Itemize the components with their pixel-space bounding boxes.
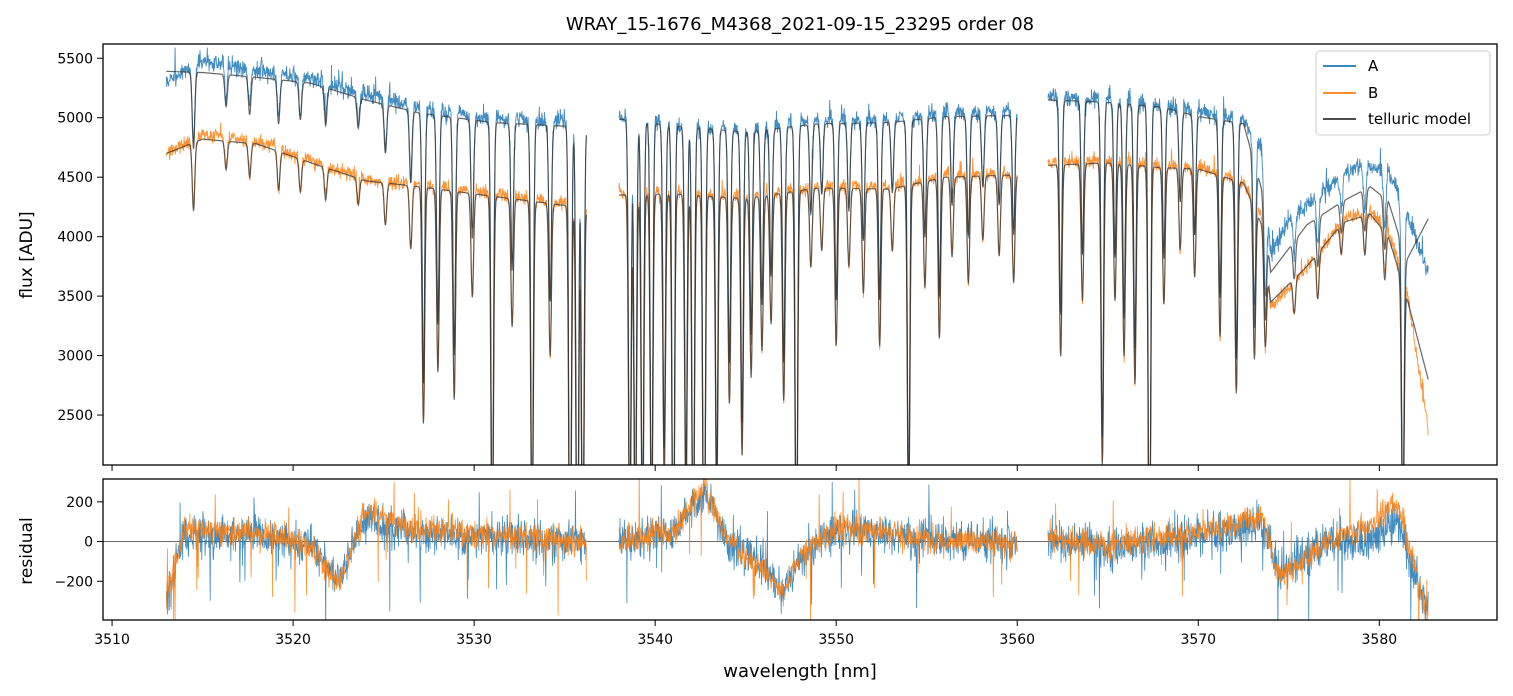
telluric-model-b-line (166, 138, 1429, 465)
flux-x-axis (111, 465, 1380, 471)
legend-label-a: A (1368, 57, 1379, 75)
legend-label-b: B (1368, 84, 1378, 102)
flux-y-tick-label: 3000 (57, 349, 93, 365)
legend-label-telluric-model: telluric model (1368, 110, 1471, 128)
flux-plot-frame (102, 43, 1498, 466)
x-axis-label: wavelength [nm] (723, 661, 877, 682)
residual-b-line (166, 479, 1429, 620)
residual-y-axis-label: residual (17, 517, 37, 584)
residual-x-axis: 3510 3520 3530 3540 3550 3560 3570 3580 (94, 620, 1397, 648)
flux-y-tick-label: 4000 (57, 230, 93, 246)
chart-title: WRAY_15-1676_M4368_2021-09-15_23295 orde… (566, 14, 1034, 35)
legend: A B telluric model (1315, 50, 1491, 136)
residual-y-axis: −200 0 200 (55, 495, 103, 590)
x-tick-label: 3570 (1180, 632, 1216, 648)
flux-series-group (165, 47, 1429, 465)
x-tick-label: 3510 (94, 632, 130, 648)
x-tick-label: 3560 (999, 632, 1035, 648)
flux-y-tick-label: 5000 (57, 111, 93, 127)
flux-y-tick-label: 2500 (57, 408, 93, 424)
x-tick-label: 3580 (1362, 632, 1398, 648)
flux-y-tick-label: 4500 (57, 170, 93, 186)
residual-y-tick-label: −200 (55, 574, 93, 590)
flux-y-tick-label: 5500 (57, 51, 93, 67)
residual-panel: −200 0 200 3510 3520 3530 3540 3550 3560 3570 358… (17, 478, 1498, 682)
flux-y-axis-label: flux [ADU] (17, 211, 37, 298)
x-tick-label: 3550 (818, 632, 854, 648)
x-tick-label: 3540 (637, 632, 673, 648)
residual-y-tick-label: 0 (84, 535, 93, 551)
residual-y-tick-label: 200 (66, 495, 93, 511)
x-tick-label: 3520 (275, 632, 311, 648)
flux-y-axis: 2500 3000 3500 4000 4500 5000 5500 (57, 51, 103, 424)
legend-box (1315, 50, 1491, 136)
residual-plot-frame (102, 478, 1498, 621)
flux-y-tick-label: 3500 (57, 289, 93, 305)
residual-series-group (103, 479, 1497, 620)
x-tick-label: 3530 (456, 632, 492, 648)
